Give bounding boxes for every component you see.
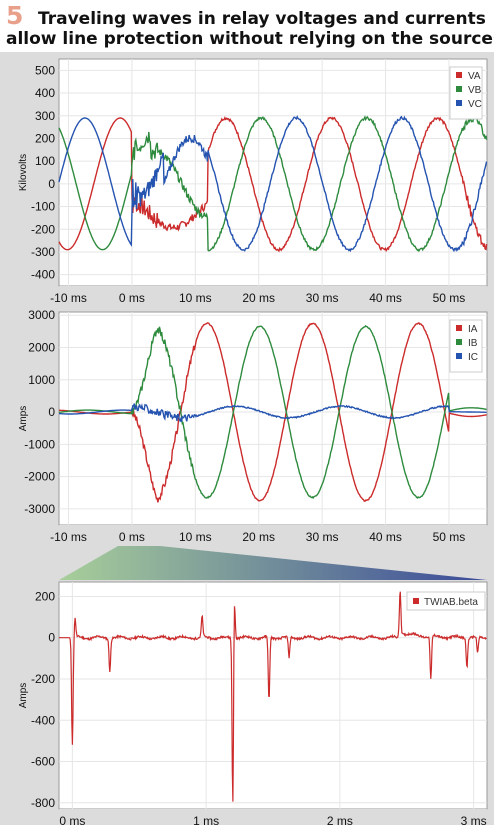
y-tick-label: 100	[35, 154, 55, 168]
y-tick-label: 500	[35, 63, 55, 77]
legend-swatch	[456, 339, 462, 345]
traveling-wave-chart: 200 0 -200 -400 -600 -800 0 ms 1 ms 2 ms 3 ms Amps…	[0, 546, 494, 825]
x-tick-label: -10 ms	[50, 291, 87, 305]
y-tick-label: 400	[35, 86, 55, 100]
legend-label: IB	[468, 338, 478, 349]
legend-label: IC	[468, 352, 478, 363]
figure-header: 5 Traveling waves in relay voltages and …	[0, 0, 494, 50]
y-tick-label: -200	[31, 672, 55, 686]
y-tick-label: 2000	[28, 341, 55, 355]
y-tick-label: -3000	[24, 502, 55, 516]
x-tick-label: 20 ms	[242, 530, 275, 544]
x-tick-label: 30 ms	[306, 291, 339, 305]
y-tick-label: 200	[35, 589, 55, 603]
x-tick-label: 0 ms	[119, 291, 145, 305]
y-tick-label: -400	[31, 268, 55, 282]
series-line-vc	[58, 115, 488, 253]
y-tick-label: -600	[31, 755, 55, 769]
legend-box	[406, 591, 486, 611]
x-tick-label: 30 ms	[306, 530, 339, 544]
x-tick-label: 50 ms	[433, 530, 466, 544]
y-axis-label: Amps	[18, 406, 29, 432]
plot-area	[58, 581, 488, 810]
x-axis-band	[59, 286, 487, 306]
x-tick-label: 1 ms	[193, 814, 219, 825]
x-tick-label: 50 ms	[433, 291, 466, 305]
x-tick-label: 10 ms	[179, 291, 212, 305]
x-tick-label: 40 ms	[369, 530, 402, 544]
y-axis-label: Kilovolts	[18, 154, 29, 191]
x-tick-label: 2 ms	[327, 814, 353, 825]
figure-number: 5	[6, 1, 24, 30]
series-line-ic	[59, 403, 487, 423]
plot-area	[58, 311, 488, 526]
x-tick-label: 40 ms	[369, 291, 402, 305]
zoom-wedge	[59, 546, 487, 580]
y-tick-label: 300	[35, 109, 55, 123]
legend-swatch	[456, 86, 462, 92]
x-tick-label: 10 ms	[179, 530, 212, 544]
x-tick-label: 3 ms	[461, 814, 487, 825]
legend-label: VB	[468, 85, 482, 96]
legend-swatch	[413, 598, 419, 604]
series-line-va	[58, 116, 488, 253]
series-line-vb	[58, 114, 488, 253]
x-axis-band	[59, 525, 487, 546]
y-tick-label: -300	[31, 245, 55, 259]
figure-title-line-2: allow line protection without relying on…	[6, 29, 494, 49]
y-tick-label: 1000	[28, 373, 55, 387]
y-tick-label: -1000	[24, 437, 55, 451]
series-line-twiab-beta	[59, 591, 487, 802]
series-line-ib	[58, 324, 487, 500]
legend-swatch	[456, 353, 462, 359]
x-tick-label: 20 ms	[242, 291, 275, 305]
legend-label: VC	[468, 99, 482, 110]
y-tick-label: 0	[48, 177, 55, 191]
legend-box	[449, 319, 483, 373]
y-tick-label: -400	[31, 713, 55, 727]
y-tick-label: 0	[48, 631, 55, 645]
y-tick-label: 200	[35, 131, 55, 145]
x-tick-label: -10 ms	[50, 530, 87, 544]
legend-swatch	[456, 325, 462, 331]
series-line-ia	[58, 322, 487, 503]
figure-title-line-1: Traveling waves in relay voltages and cu…	[38, 9, 486, 29]
y-tick-label: -800	[31, 796, 55, 810]
legend-swatch	[456, 72, 462, 78]
legend-box	[449, 66, 483, 120]
y-tick-label: -200	[31, 222, 55, 236]
legend-label: TWIAB.beta	[424, 597, 478, 608]
y-tick-label: 3000	[28, 308, 55, 322]
y-tick-label: 0	[48, 405, 55, 419]
legend-label: IA	[468, 324, 478, 335]
legend-label: VA	[468, 71, 481, 82]
y-tick-label: -2000	[24, 470, 55, 484]
legend-swatch	[456, 100, 462, 106]
x-axis-band	[59, 809, 487, 825]
voltage-chart: 500 400 300 200 100 0 -100 -200 -300 -400 -10 ms 0 …	[0, 52, 494, 306]
current-chart: 3000 2000 1000 0 -1000 -2000 -3000 -10 ms 0 ms 10…	[0, 306, 494, 546]
y-axis-label: Amps	[18, 683, 29, 709]
x-tick-label: 0 ms	[119, 530, 145, 544]
x-tick-label: 0 ms	[59, 814, 85, 825]
y-tick-label: -100	[31, 200, 55, 214]
